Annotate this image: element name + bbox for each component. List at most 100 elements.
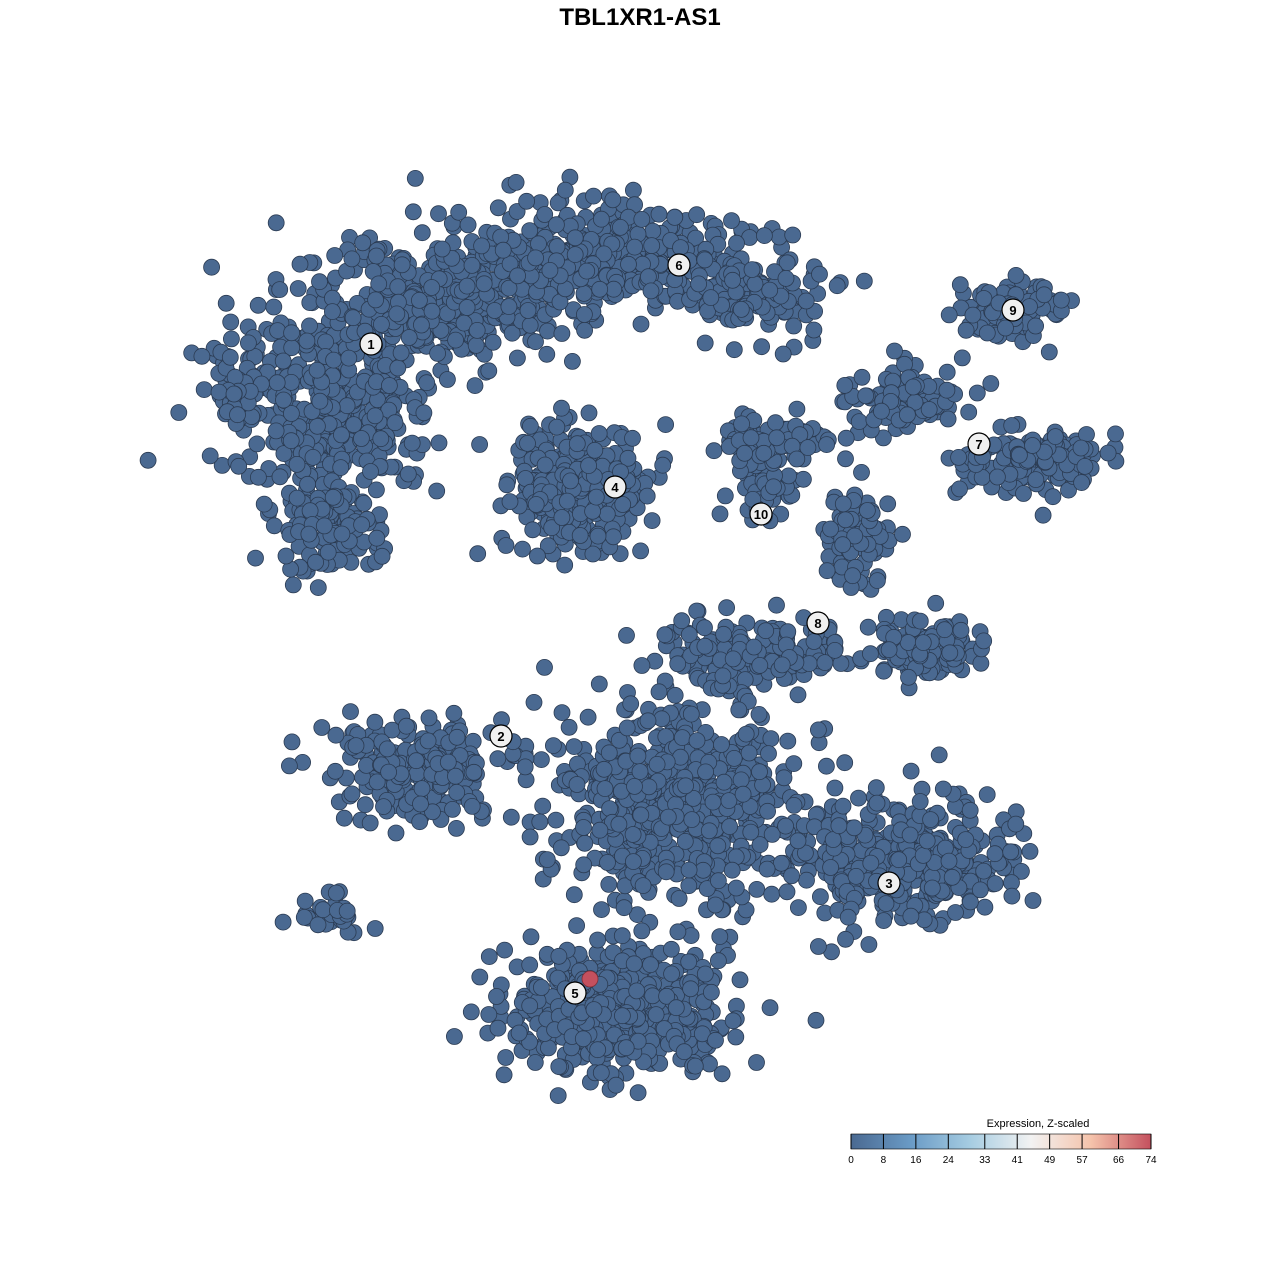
data-point (837, 930, 854, 948)
data-point (516, 758, 534, 776)
data-point (767, 414, 784, 432)
data-point (961, 801, 979, 819)
data-point (789, 832, 807, 850)
legend-tick-label: 8 (881, 1155, 887, 1166)
data-point (445, 704, 463, 722)
data-point (614, 1007, 631, 1025)
legend-tick-label: 16 (910, 1155, 922, 1166)
data-point (549, 1087, 567, 1104)
data-point (1044, 488, 1062, 506)
data-point (629, 747, 647, 765)
data-point (625, 853, 642, 870)
data-point (788, 450, 806, 468)
data-point (834, 536, 852, 554)
data-point (656, 626, 674, 644)
data-point (389, 359, 407, 377)
data-point (502, 808, 520, 826)
data-point (338, 397, 356, 415)
data-point (753, 338, 770, 356)
data-point (940, 306, 958, 324)
data-point (1107, 425, 1124, 443)
data-point (522, 928, 540, 946)
data-point (886, 342, 903, 360)
data-point (397, 717, 415, 735)
data-point (953, 349, 971, 367)
data-point (605, 528, 622, 546)
data-point (673, 729, 691, 746)
data-point (373, 547, 391, 565)
data-point (527, 249, 544, 267)
data-point (345, 416, 363, 434)
data-point (718, 599, 735, 617)
data-point (540, 1039, 557, 1057)
data-point (521, 997, 539, 1015)
data-point (837, 429, 855, 447)
data-point (480, 1006, 498, 1023)
data-point (663, 965, 680, 983)
data-point (448, 728, 466, 746)
data-point (311, 392, 329, 410)
data-point (723, 212, 740, 230)
data-point (372, 315, 390, 333)
data-point (304, 448, 322, 466)
legend-tick-label: 49 (1044, 1155, 1056, 1166)
data-point (957, 831, 975, 848)
data-point (269, 322, 287, 340)
data-point (643, 237, 661, 255)
data-point (356, 796, 374, 814)
data-point (873, 402, 890, 420)
data-point (309, 579, 327, 596)
data-point (629, 1084, 647, 1102)
data-point (531, 813, 549, 831)
data-point (423, 302, 441, 320)
data-point (536, 659, 553, 676)
data-point (986, 845, 1004, 863)
data-point (1007, 266, 1025, 284)
data-point (568, 917, 585, 934)
data-point (810, 721, 827, 739)
data-point (901, 826, 919, 844)
data-point (277, 547, 295, 565)
data-point (701, 1055, 718, 1073)
data-point (521, 956, 539, 974)
data-point (587, 488, 605, 506)
data-point (976, 898, 994, 916)
data-point (387, 824, 405, 842)
data-point (1027, 471, 1045, 489)
data-point (459, 216, 477, 234)
data-point (1003, 887, 1021, 905)
data-point (558, 492, 576, 510)
data-point (1024, 437, 1041, 454)
data-point (221, 348, 239, 366)
data-point (489, 750, 507, 768)
data-point (193, 347, 211, 365)
data-point (299, 475, 317, 493)
data-point (560, 718, 578, 736)
data-point (780, 467, 797, 485)
data-point (447, 331, 465, 349)
data-point (458, 277, 476, 295)
data-point (580, 404, 598, 422)
data-point (918, 832, 936, 850)
data-point (527, 333, 544, 351)
data-point (613, 927, 631, 945)
data-point (403, 434, 421, 452)
data-point (519, 434, 536, 452)
data-point (650, 205, 668, 223)
data-point (828, 277, 846, 295)
data-point (375, 798, 392, 815)
data-point (326, 247, 344, 264)
data-point (989, 468, 1006, 486)
data-point (936, 621, 953, 639)
data-point (680, 861, 698, 879)
data-point (366, 713, 384, 731)
data-point (308, 361, 326, 379)
data-point (507, 173, 525, 191)
data-point (195, 381, 213, 399)
data-point (968, 384, 986, 402)
data-point (388, 305, 406, 323)
data-point (475, 275, 493, 293)
data-point (596, 780, 614, 797)
data-point (338, 902, 356, 920)
data-point (280, 757, 298, 775)
